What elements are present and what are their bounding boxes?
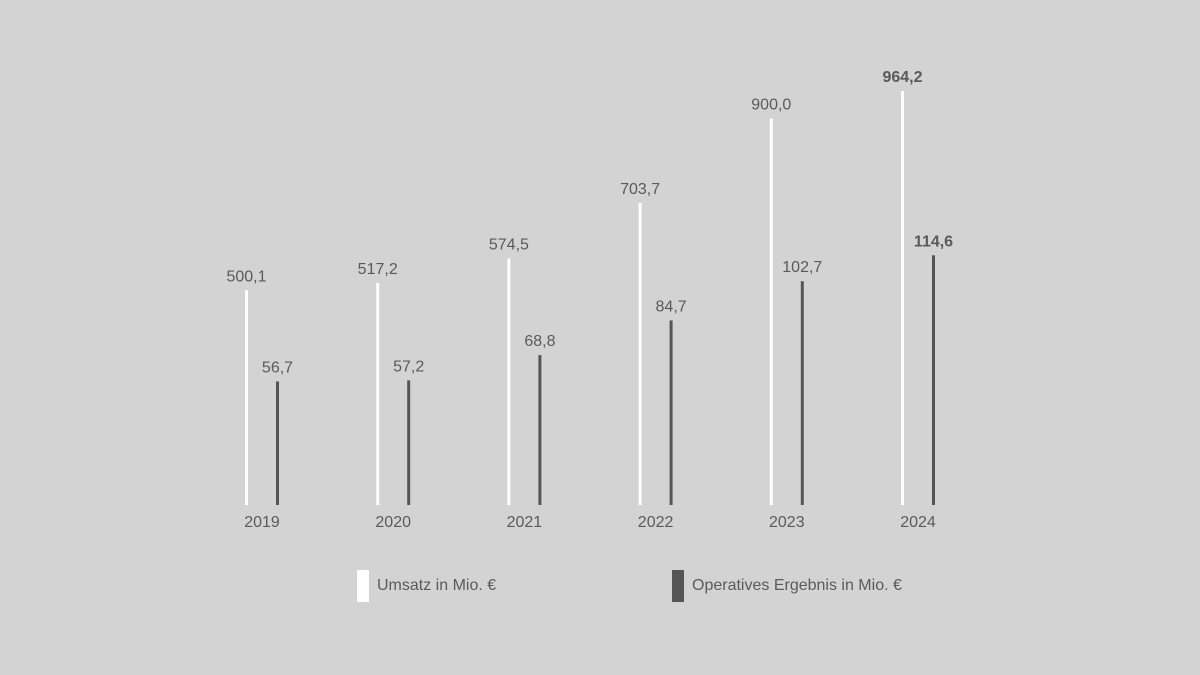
bar-umsatz-2024 [901, 91, 904, 505]
bar-ergebnis-2024 [932, 255, 935, 505]
data-label-ergebnis-2019: 56,7 [262, 359, 293, 376]
data-label-umsatz-2021: 574,5 [489, 236, 529, 253]
bar-ergebnis-2023 [800, 281, 804, 505]
bar-umsatz-2021 [507, 258, 511, 505]
x-tick-label-2023: 2023 [769, 514, 805, 531]
x-tick-label-2019: 2019 [244, 514, 280, 531]
bar-umsatz-2023 [769, 118, 773, 505]
bar-ergebnis-2019 [276, 381, 279, 505]
data-label-umsatz-2024: 964,2 [882, 69, 922, 86]
legend-label-umsatz: Umsatz in Mio. € [377, 577, 497, 594]
x-tick-label-2024: 2024 [900, 514, 936, 531]
data-label-ergebnis-2022: 84,7 [656, 298, 687, 315]
data-label-umsatz-2020: 517,2 [358, 261, 398, 278]
bar-chart: 500,1 56,7 2019 517,2 57,2 2020 574,5 68,8 2021 7… [226, 69, 953, 531]
data-label-ergebnis-2024: 114,6 [914, 233, 953, 250]
data-label-ergebnis-2023: 102,7 [782, 259, 822, 276]
bar-ergebnis-2022 [669, 320, 673, 505]
legend-label-operatives-ergebnis: Operatives Ergebnis in Mio. € [692, 577, 902, 594]
legend-item-operatives-ergebnis: Operatives Ergebnis in Mio. € [672, 570, 902, 602]
data-label-ergebnis-2020: 57,2 [393, 358, 424, 375]
x-tick-label-2021: 2021 [507, 514, 543, 531]
bar-ergebnis-2021 [538, 355, 542, 505]
data-label-umsatz-2019: 500,1 [226, 268, 266, 285]
data-label-ergebnis-2021: 68,8 [524, 333, 555, 350]
x-tick-label-2020: 2020 [375, 514, 411, 531]
legend-swatch-operatives-ergebnis [672, 570, 684, 602]
bar-umsatz-2019 [245, 290, 248, 505]
x-tick-label-2022: 2022 [638, 514, 674, 531]
legend-item-umsatz: Umsatz in Mio. € [357, 570, 496, 602]
bar-ergebnis-2020 [407, 380, 411, 505]
data-label-umsatz-2022: 703,7 [620, 181, 660, 198]
legend-swatch-umsatz [357, 570, 369, 602]
bar-umsatz-2022 [638, 202, 642, 505]
bar-umsatz-2020 [376, 282, 380, 505]
data-label-umsatz-2023: 900,0 [751, 97, 791, 114]
